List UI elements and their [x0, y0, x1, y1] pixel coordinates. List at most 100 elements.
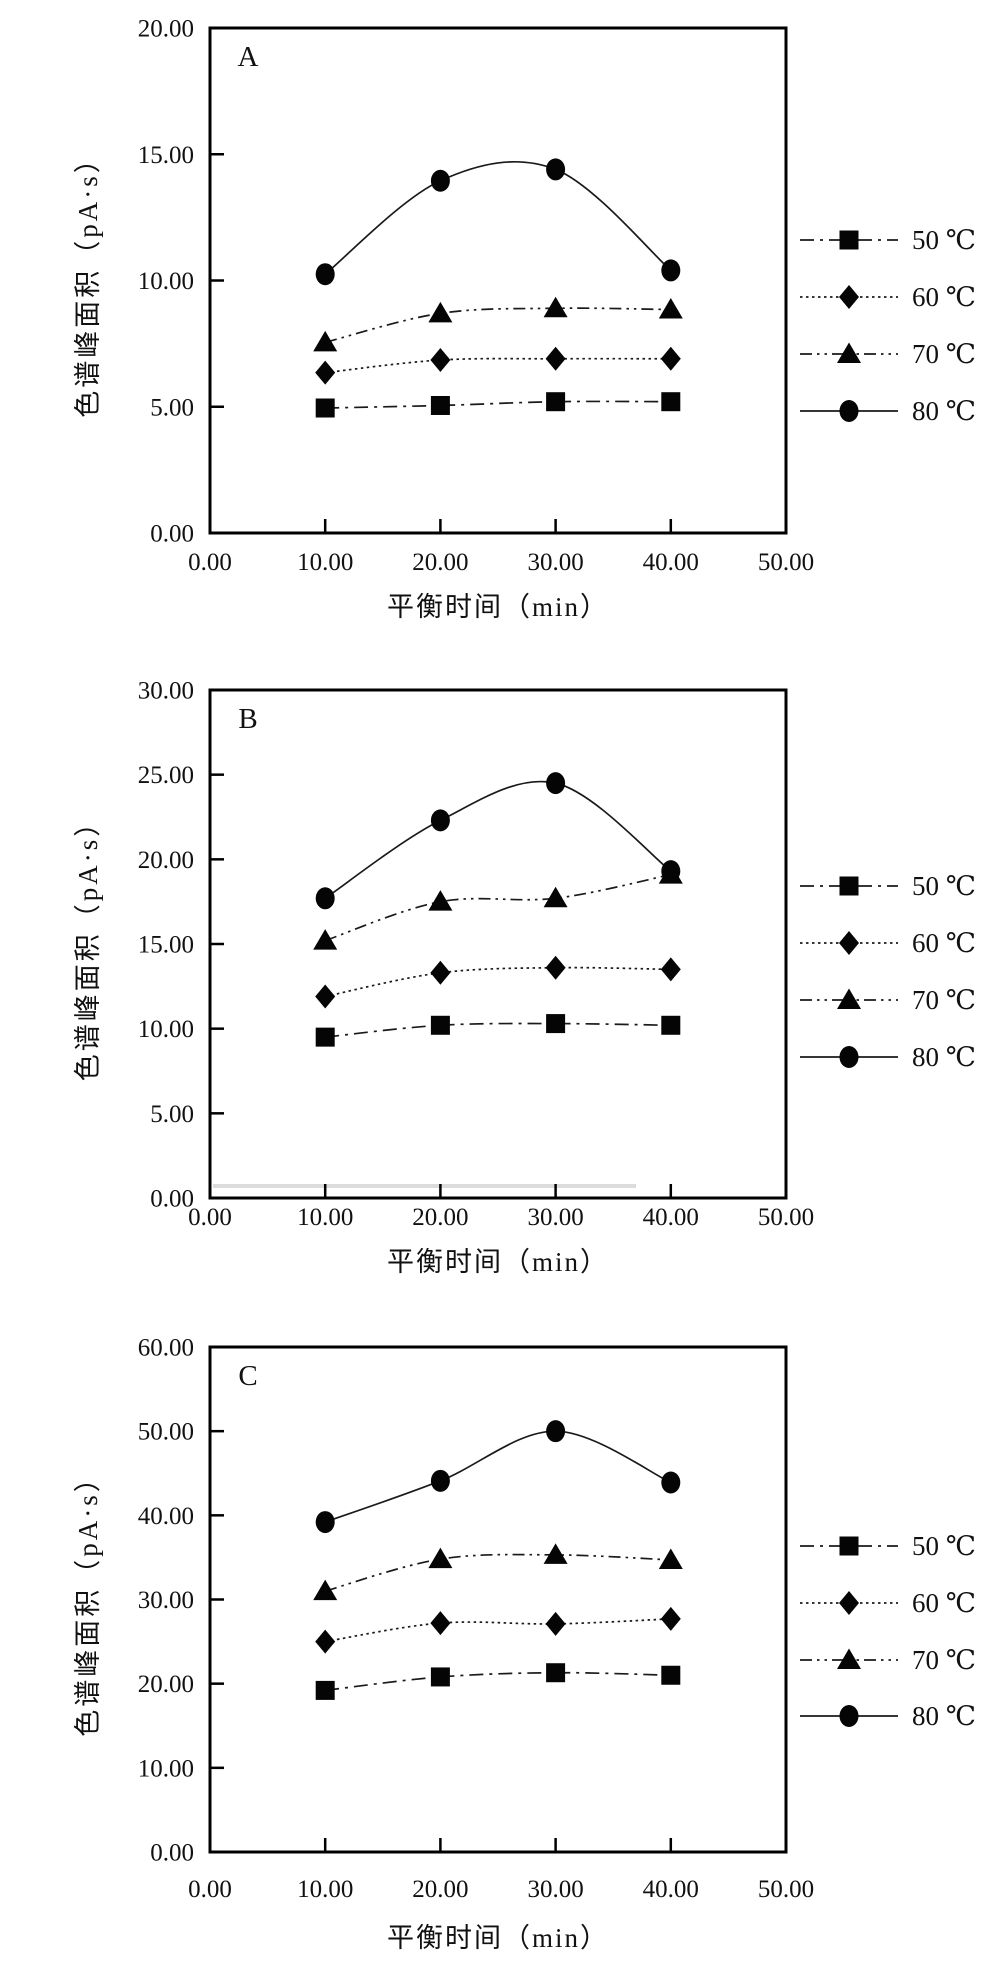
square-marker	[546, 392, 566, 412]
panel-label: B	[238, 703, 257, 735]
circle-marker	[315, 1511, 335, 1534]
diamond-marker	[430, 960, 451, 985]
y-axis-tick-label: 50.00	[138, 1419, 194, 1446]
legend-item: 60 ℃	[800, 928, 976, 958]
plot-border	[208, 688, 788, 1200]
legend-item: 80 ℃	[800, 396, 976, 426]
y-axis-tick-label: 40.00	[138, 1503, 194, 1530]
x-axis-tick-label: 10.00	[297, 1204, 353, 1231]
panel-label: A	[238, 41, 259, 73]
chart-a-svg: 0.00 5.00 10.00 15.00 20.00 0.00 10.00 20.00 30.…	[73, 16, 976, 623]
x-axis-tick-label: 0.00	[188, 1204, 232, 1231]
plot-border	[208, 1345, 788, 1854]
y-axis-tick-label: 10.00	[138, 268, 194, 295]
y-axis-tick-label: 10.00	[138, 1016, 194, 1043]
diamond-marker	[839, 931, 859, 955]
legend-label: 70 ℃	[912, 1645, 976, 1675]
series-line-triangle	[324, 1553, 671, 1592]
x-axis-title: 平衡时间（min）	[387, 1247, 609, 1277]
circle-marker	[546, 772, 566, 795]
series-line-diamond	[325, 1618, 671, 1643]
circle-marker	[661, 860, 681, 883]
plot-border	[208, 26, 788, 535]
y-axis-tick-label: 5.00	[150, 1101, 194, 1128]
diamond-marker	[660, 957, 681, 982]
circle-marker	[546, 1420, 566, 1443]
x-axis-tick-label: 10.00	[297, 1876, 353, 1903]
x-axis-tick-label: 30.00	[527, 1204, 583, 1231]
y-axis-tick-label: 15.00	[138, 142, 194, 169]
triangle-marker	[543, 1543, 568, 1564]
legend-item: 50 ℃	[800, 871, 976, 901]
square-marker	[546, 1014, 566, 1034]
triangle-marker	[837, 342, 861, 363]
triangle-marker	[428, 890, 453, 911]
legend-label: 80 ℃	[912, 1042, 976, 1072]
circle-marker	[661, 1471, 681, 1494]
diamond-marker	[545, 1611, 566, 1636]
series-line-square	[325, 1671, 671, 1692]
legend-item: 50 ℃	[800, 225, 976, 255]
triangle-marker	[313, 1579, 338, 1601]
circle-marker	[315, 263, 335, 286]
square-marker	[839, 876, 859, 896]
x-axis-tick-label: 50.00	[758, 1876, 814, 1903]
triangle-marker	[313, 330, 338, 352]
series-line-circle	[324, 160, 672, 275]
y-axis-tick-label: 5.00	[150, 394, 194, 421]
y-axis-title: 色谱峰面积（pA·s）	[73, 1462, 103, 1737]
diamond-marker	[839, 285, 859, 309]
series-line-circle	[324, 1430, 672, 1523]
triangle-marker	[543, 886, 568, 908]
chart-panel-b: 0.00 5.00 10.00 15.00 20.00 25.00 30.00 0.00 10.…	[0, 659, 986, 1318]
chart-panel-a: 0.00 5.00 10.00 15.00 20.00 0.00 10.00 20.00 30.…	[0, 0, 986, 659]
y-axis-tick-label: 20.00	[138, 847, 194, 874]
legend-item: 70 ℃	[800, 1645, 976, 1675]
circle-marker	[430, 1469, 450, 1492]
chart-b-svg: 0.00 5.00 10.00 15.00 20.00 25.00 30.00 0.00 10.…	[73, 678, 976, 1278]
y-axis-title: 色谱峰面积（pA·s）	[73, 143, 103, 418]
legend-item: 70 ℃	[800, 985, 976, 1015]
circle-marker	[315, 887, 335, 910]
legend-label: 70 ℃	[912, 339, 976, 369]
square-marker	[661, 1665, 681, 1685]
x-axis-tick-label: 0.00	[188, 549, 232, 576]
square-marker	[430, 1015, 450, 1035]
circle-marker	[546, 158, 566, 181]
series-line-square	[325, 1022, 671, 1038]
legend-label: 60 ℃	[912, 928, 976, 958]
square-marker	[430, 395, 450, 415]
triangle-marker	[658, 1548, 683, 1569]
circle-marker	[839, 1705, 859, 1727]
circle-marker	[430, 809, 450, 832]
x-axis-tick-label: 0.00	[188, 1876, 232, 1903]
legend-item: 80 ℃	[800, 1701, 976, 1731]
y-axis-tick-label: 20.00	[138, 1671, 194, 1698]
diamond-marker	[315, 360, 336, 385]
y-axis-tick-label: 20.00	[138, 16, 194, 43]
x-axis-title: 平衡时间（min）	[387, 1923, 609, 1953]
diamond-marker	[315, 984, 336, 1009]
chart-c-svg: 0.00 10.00 20.00 30.00 40.00 50.00 60.00 0.00 10…	[73, 1335, 976, 1954]
x-axis-tick-label: 40.00	[643, 549, 699, 576]
circle-marker	[839, 1046, 859, 1068]
diamond-marker	[430, 348, 451, 373]
y-axis-tick-label: 30.00	[138, 678, 194, 705]
legend-label: 80 ℃	[912, 1701, 976, 1731]
triangle-marker	[543, 296, 568, 318]
triangle-marker	[837, 1648, 861, 1669]
y-axis-tick-label: 30.00	[138, 1587, 194, 1614]
x-axis-tick-label: 50.00	[758, 549, 814, 576]
y-axis-tick-label: 10.00	[138, 1755, 194, 1782]
x-axis-tick-label: 30.00	[527, 549, 583, 576]
legend-item: 60 ℃	[800, 282, 976, 312]
diamond-marker	[660, 1606, 681, 1631]
x-axis-tick-label: 30.00	[527, 1876, 583, 1903]
y-axis-tick-label: 0.00	[150, 1840, 194, 1867]
x-axis-tick-label: 40.00	[643, 1204, 699, 1231]
square-marker	[315, 398, 335, 418]
legend-item: 70 ℃	[800, 339, 976, 369]
triangle-marker	[428, 1547, 453, 1569]
x-axis-tick-label: 50.00	[758, 1204, 814, 1231]
